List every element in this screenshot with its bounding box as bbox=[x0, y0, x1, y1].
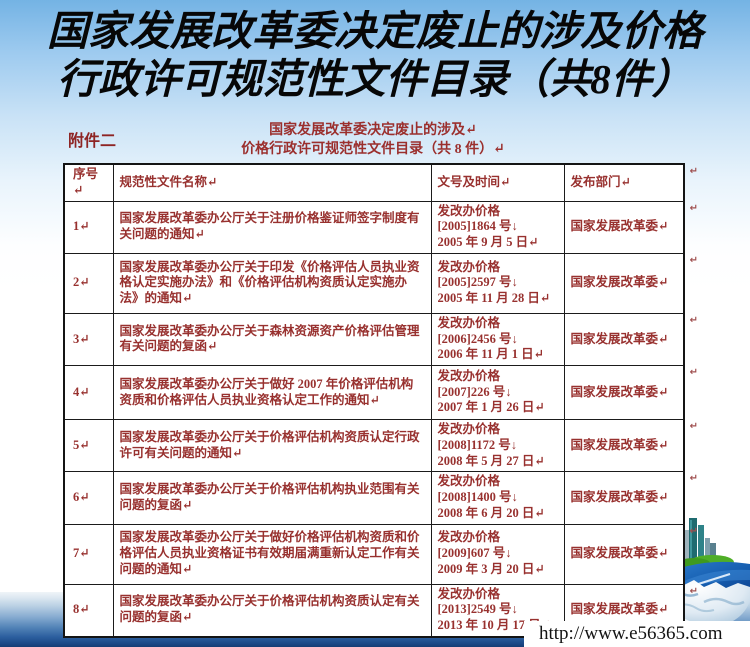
attachment-label: 附件二 bbox=[68, 133, 117, 150]
site-url-box: http://www.e56365.com bbox=[524, 621, 750, 647]
table-title-line1: 国家发展改革委决定废止的涉及↵ bbox=[269, 123, 477, 138]
page-title-line1: 国家发展改革委决定废止的涉及价格 bbox=[47, 8, 703, 54]
doc-name: 国家发展改革委办公厅关于价格评估机构资质认定行政许可有关问题的通知↵ bbox=[112, 418, 432, 473]
header-doc: 文号及时间↵ bbox=[430, 163, 565, 202]
table-title-line2: 价格行政许可规范性文件目录（共 8 件）↵ bbox=[241, 142, 505, 158]
table-row: 3↵ 国家发展改革委办公厅关于森林资源资产价格评估管理有关问题的复函↵ 发改办价… bbox=[63, 312, 698, 367]
issuing-dept: 国家发展改革委↵ ↵ bbox=[563, 523, 698, 585]
row-no: 4↵ bbox=[63, 365, 114, 420]
doc-number-date: 发改办价格 [2007]226 号↓ 2007 年 1 月 26 日↵ bbox=[430, 365, 565, 420]
doc-name: 国家发展改革委办公厅关于做好 2007 年价格评估机构资质和价格评估人员执业资格… bbox=[112, 365, 432, 420]
table-title: 国家发展改革委决定废止的涉及↵ 价格行政许可规范性文件目录（共 8 件）↵ bbox=[63, 121, 683, 160]
issuing-dept: 国家发展改革委↵ ↵ bbox=[563, 471, 698, 525]
issuing-dept: 国家发展改革委↵ ↵ bbox=[563, 200, 698, 254]
doc-number-date: 发改办价格 [2008]1172 号↓ 2008 年 5 月 27 日↵ bbox=[430, 418, 565, 473]
row-no: 8↵ bbox=[63, 583, 114, 638]
table-row: 4↵ 国家发展改革委办公厅关于做好 2007 年价格评估机构资质和价格评估人员执… bbox=[63, 365, 698, 420]
issuing-dept: 国家发展改革委↵ ↵ bbox=[563, 252, 698, 314]
row-end-mark: ↵ bbox=[689, 421, 698, 432]
issuing-dept: 国家发展改革委↵ ↵ bbox=[563, 418, 698, 473]
doc-number-date: 发改办价格 [2005]1864 号↓ 2005 年 9 月 5 日↵ bbox=[430, 200, 565, 254]
doc-number-date: 发改办价格 [2005]2597 号↓ 2005 年 11 月 28 日↵ bbox=[430, 252, 565, 314]
table-row: 6↵ 国家发展改革委办公厅关于价格评估机构执业范围有关问题的复函↵ 发改办价格[… bbox=[63, 471, 698, 525]
doc-name: 国家发展改革委办公厅关于注册价格鉴证师签字制度有关问题的通知↵ bbox=[112, 200, 432, 254]
row-end-mark: ↵ bbox=[689, 473, 698, 485]
row-end-mark: ↵ bbox=[689, 166, 698, 177]
doc-name: 国家发展改革委办公厅关于价格评估机构执业范围有关问题的复函↵ bbox=[112, 471, 432, 525]
header-no: 序号↵ bbox=[63, 163, 114, 202]
table-row: 2↵ 国家发展改革委办公厅关于印发《价格评估人员执业资格认定实施办法》和《价格评… bbox=[63, 252, 698, 314]
row-no: 5↵ bbox=[63, 418, 114, 473]
row-end-mark: ↵ bbox=[689, 202, 698, 214]
row-end-mark: ↵ bbox=[689, 314, 698, 326]
doc-name: 国家发展改革委办公厅关于做好价格评估机构资质和价格评估人员执业资格证书有效期届满… bbox=[112, 523, 432, 585]
header-dept: 发布部门↵ ↵ bbox=[563, 163, 698, 202]
abolished-documents-table: 序号↵ 规范性文件名称↵ 文号及时间↵ 发布部门↵ ↵ 1↵ 国家发展改革委办公厅… bbox=[63, 163, 698, 638]
row-no: 6↵ bbox=[63, 471, 114, 525]
row-no: 7↵ bbox=[63, 523, 114, 585]
doc-name: 国家发展改革委办公厅关于森林资源资产价格评估管理有关问题的复函↵ bbox=[112, 312, 432, 367]
row-no: 2↵ bbox=[63, 252, 114, 314]
page-title: 国家发展改革委决定废止的涉及价格 行政许可规范性文件目录（共8件） bbox=[0, 8, 750, 104]
issuing-dept: 国家发展改革委↵ ↵ bbox=[563, 312, 698, 367]
doc-number-date: 发改办价格 [2006]2456 号↓ 2006 年 11 月 1 日↵ bbox=[430, 312, 565, 367]
doc-number-date: 发改办价格 [2013]2549 号↓ 2013 年 10 月 17 日↵ bbox=[430, 583, 565, 638]
table-row: 5↵ 国家发展改革委办公厅关于价格评估机构资质认定行政许可有关问题的通知↵ 发改… bbox=[63, 418, 698, 473]
page-title-line2: 行政许可规范性文件目录（共8件） bbox=[57, 55, 693, 102]
doc-number-date: 发改办价格 [2008]1400 号↓ 2008 年 6 月 20 日↵ bbox=[430, 471, 565, 525]
site-url: http://www.e56365.com bbox=[539, 623, 723, 644]
doc-number-date: 发改办价格 [2009]607 号↓ 2009 年 3 月 20 日↵ bbox=[430, 523, 565, 585]
table-row: 7↵ 国家发展改革委办公厅关于做好价格评估机构资质和价格评估人员执业资格证书有效… bbox=[63, 523, 698, 585]
header-name: 规范性文件名称↵ bbox=[112, 163, 432, 202]
issuing-dept: 国家发展改革委↵ ↵ bbox=[563, 365, 698, 420]
row-end-mark: ↵ bbox=[689, 585, 698, 597]
table-header-row: 序号↵ 规范性文件名称↵ 文号及时间↵ 发布部门↵ ↵ bbox=[63, 163, 698, 202]
row-no: 1↵ bbox=[63, 200, 114, 254]
row-end-mark: ↵ bbox=[689, 254, 698, 266]
table-row: 1↵ 国家发展改革委办公厅关于注册价格鉴证师签字制度有关问题的通知↵ 发改办价格… bbox=[63, 200, 698, 254]
doc-name: 国家发展改革委办公厅关于印发《价格评估人员执业资格认定实施办法》和《价格评估机构… bbox=[112, 252, 432, 314]
row-end-mark: ↵ bbox=[689, 525, 698, 537]
doc-name: 国家发展改革委办公厅关于价格评估机构资质认定有关问题的复函↵ bbox=[112, 583, 432, 638]
row-end-mark: ↵ bbox=[689, 367, 698, 378]
row-no: 3↵ bbox=[63, 312, 114, 367]
